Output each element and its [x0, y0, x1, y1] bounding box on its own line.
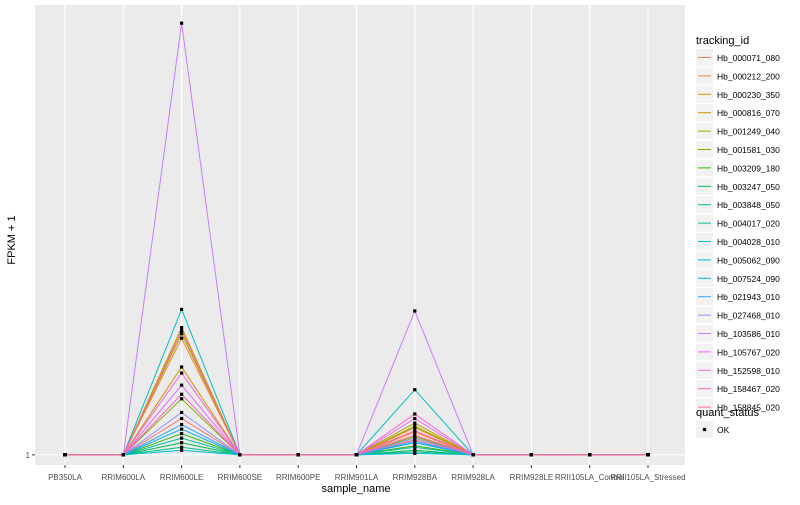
quant-key-point [702, 427, 707, 432]
data-point [413, 309, 417, 313]
legend-label: Hb_103586_010 [717, 329, 780, 339]
data-point [238, 453, 242, 457]
x-tick-label: RRIM928LE [510, 473, 554, 482]
legend: tracking_id Hb_000071_080Hb_000212_200Hb… [696, 35, 780, 438]
data-point [413, 445, 417, 449]
data-point [413, 433, 417, 437]
legend-label: Hb_027468_010 [717, 311, 780, 321]
data-point [180, 397, 184, 401]
data-point [121, 453, 125, 457]
quant-legend-title: quant_status [696, 407, 759, 419]
x-tick-label: RRIM928LA [451, 473, 495, 482]
quant-legend-items: OK [696, 421, 730, 438]
data-point [180, 441, 184, 445]
data-point [180, 329, 184, 333]
x-tick-label: RRIM600PE [276, 473, 320, 482]
point-layer [63, 21, 650, 457]
legend-label: Hb_004028_010 [717, 237, 780, 247]
legend-label: Hb_158467_020 [717, 384, 780, 394]
data-point [646, 453, 650, 457]
data-point [180, 445, 184, 449]
legend-label: Hb_021943_010 [717, 292, 780, 302]
data-point [413, 412, 417, 416]
legend-label: Hb_003209_180 [717, 163, 780, 173]
data-point [180, 432, 184, 436]
legend-items: Hb_000071_080 Hb_000212_200 Hb_000230_350 H… [696, 49, 780, 416]
legend-label: Hb_001249_040 [717, 127, 780, 137]
data-point [180, 392, 184, 396]
data-point [413, 424, 417, 428]
data-point [180, 307, 184, 312]
data-point [180, 436, 184, 440]
y-tick-label: 1 [26, 451, 31, 460]
data-point [413, 388, 417, 392]
data-point [413, 439, 417, 443]
legend-label: Hb_105767_020 [717, 347, 780, 357]
data-point [471, 453, 475, 457]
x-tick-label: RRIM901LA [335, 473, 379, 482]
x-tick-label: PB350LA [48, 473, 82, 482]
data-point [413, 421, 417, 425]
legend-label: Hb_003848_050 [717, 200, 780, 210]
data-point [180, 410, 184, 415]
x-tick-label: RRIM928BA [393, 473, 438, 482]
data-point [413, 416, 417, 421]
data-point [413, 451, 417, 455]
data-point [180, 365, 184, 369]
data-point [180, 383, 184, 387]
data-point [180, 427, 184, 431]
legend-label: Hb_001581_030 [717, 145, 780, 155]
data-point [180, 448, 184, 452]
legend-label: Hb_005062_090 [717, 255, 780, 265]
data-point [588, 453, 592, 457]
legend-title: tracking_id [696, 35, 749, 47]
legend-label: Hb_007524_090 [717, 274, 780, 284]
data-point [413, 429, 417, 433]
plot-panel [35, 5, 685, 465]
data-point [180, 332, 184, 336]
legend-label: Hb_000071_080 [717, 53, 780, 63]
data-point [180, 21, 184, 25]
legend-label: Hb_003247_050 [717, 182, 780, 192]
legend-label: Hb_000212_200 [717, 71, 780, 81]
legend-label: Hb_158845_020 [717, 403, 780, 413]
data-point [180, 422, 184, 427]
data-point [180, 371, 184, 375]
quant-legend-label: OK [717, 425, 730, 435]
x-tick-label: RRIM600SE [218, 473, 262, 482]
x-tick-label: RRIM600LE [160, 473, 204, 482]
x-tick-label: RRII105LA_Stressed [610, 473, 685, 482]
data-point [63, 453, 67, 457]
legend-label: Hb_152598_010 [717, 366, 780, 376]
axis-layer: PB350LA RRIM600LA RRIM600LE RRIM600SE RRIM60… [26, 451, 686, 482]
data-point [413, 436, 417, 440]
legend-label: Hb_004017_020 [717, 219, 780, 229]
data-point [180, 416, 184, 421]
legend-label: Hb_000230_350 [717, 90, 780, 100]
data-point [180, 336, 184, 340]
data-point [354, 453, 359, 457]
data-point [180, 326, 184, 330]
legend-label: Hb_000816_070 [717, 108, 780, 118]
x-tick-label: RRII105LA_Control [555, 473, 625, 482]
data-point [296, 453, 300, 457]
data-point [529, 453, 533, 457]
x-axis-title: sample_name [321, 483, 390, 495]
x-tick-label: RRIM600LA [102, 473, 146, 482]
y-axis-title: FPKM + 1 [6, 215, 18, 264]
